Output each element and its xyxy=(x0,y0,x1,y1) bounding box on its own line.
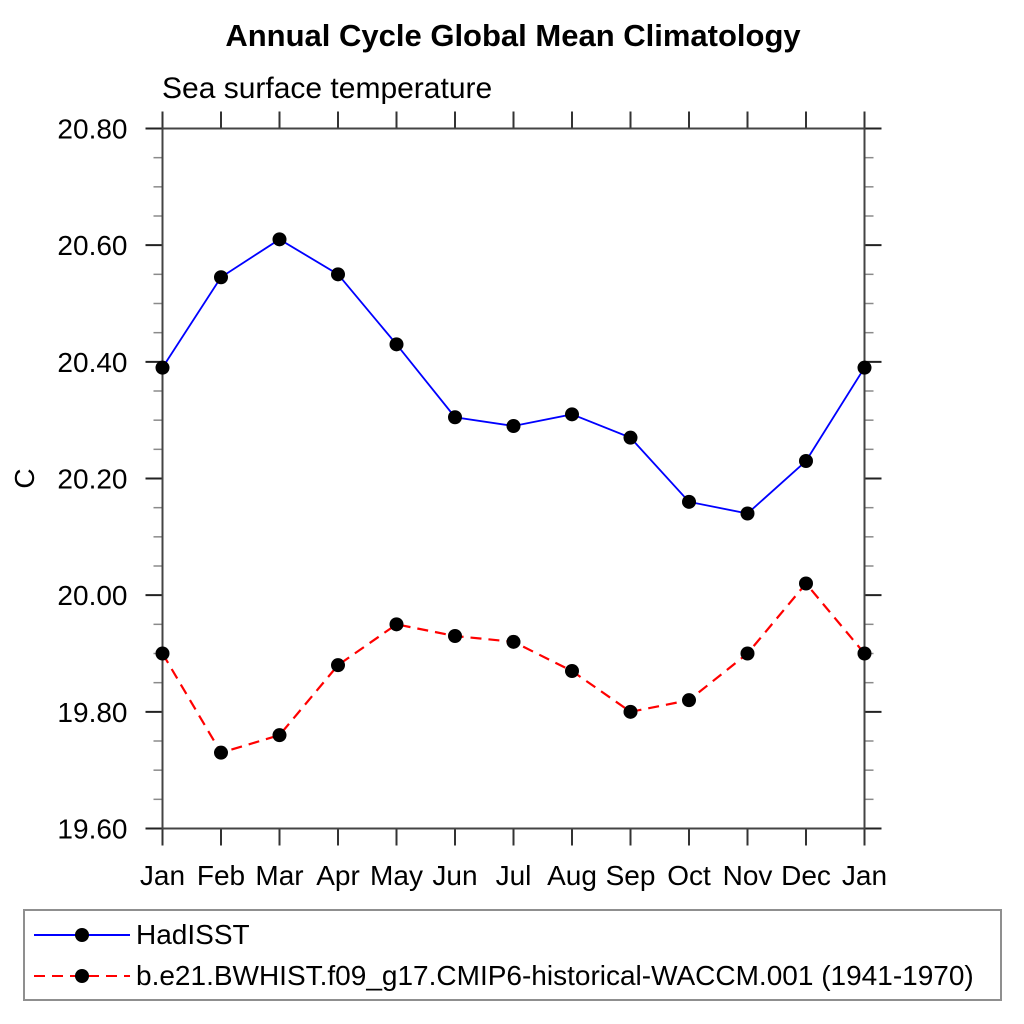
data-point-marker xyxy=(623,704,638,719)
chart-subtitle: Sea surface temperature xyxy=(162,72,492,105)
month-label: Jun xyxy=(432,860,477,891)
data-point-marker xyxy=(272,728,287,743)
y-tick-label: 20.80 xyxy=(57,114,127,145)
chart-title: Annual Cycle Global Mean Climatology xyxy=(225,18,801,53)
data-point-marker xyxy=(155,360,170,375)
data-point-marker xyxy=(331,267,345,282)
y-tick-label: 20.40 xyxy=(57,347,127,378)
data-point-marker xyxy=(857,646,872,661)
data-point-marker xyxy=(740,646,755,661)
data-point-marker xyxy=(682,693,696,708)
legend-label-hadisst: HadISST xyxy=(136,918,250,950)
data-point-marker xyxy=(448,629,462,643)
month-label: Oct xyxy=(667,860,711,891)
data-point-marker xyxy=(389,617,404,632)
data-point-marker xyxy=(214,270,228,285)
legend-line-sample-dashed-icon xyxy=(34,968,130,983)
month-label: Nov xyxy=(723,860,773,891)
y-tick-label: 20.60 xyxy=(57,230,127,261)
month-label: Apr xyxy=(316,860,360,891)
legend-marker-icon xyxy=(75,968,89,983)
data-point-marker xyxy=(331,658,345,673)
data-point-marker xyxy=(799,454,813,468)
month-label: Feb xyxy=(197,860,245,891)
data-point-marker xyxy=(857,360,872,375)
data-point-marker xyxy=(682,494,696,509)
month-label: Sep xyxy=(606,860,656,891)
series-line-hadisst xyxy=(161,238,866,515)
data-point-marker xyxy=(506,419,521,433)
data-point-marker xyxy=(799,576,813,591)
data-point-marker xyxy=(448,410,462,425)
series-line-waccm xyxy=(161,581,866,754)
data-point-marker xyxy=(623,430,638,445)
legend-marker-icon xyxy=(75,927,89,942)
data-point-marker xyxy=(272,232,287,247)
data-point-marker xyxy=(565,407,579,422)
data-point-marker xyxy=(740,506,755,521)
y-tick-label: 19.60 xyxy=(57,814,127,845)
data-point-marker xyxy=(155,646,170,661)
month-label: Mar xyxy=(255,860,303,891)
legend: HadISST b.e21.BWHIST.f09_g17.CMIP6-histo… xyxy=(23,909,1002,1001)
y-tick-label: 19.80 xyxy=(57,697,127,728)
y-tick-label: 20.20 xyxy=(57,464,127,495)
legend-label-waccm: b.e21.BWHIST.f09_g17.CMIP6-historical-WA… xyxy=(136,959,974,991)
plot-area: 19.60 19.80 20.00 20.20 20.40 20.60 20.80 Jan Fe… xyxy=(57,111,887,891)
y-tick-label: 20.00 xyxy=(57,580,127,611)
data-point-marker xyxy=(565,664,579,678)
legend-item-hadisst: HadISST xyxy=(32,914,1000,955)
data-point-marker xyxy=(214,745,228,760)
month-label: May xyxy=(370,860,423,891)
month-label: Jan xyxy=(842,860,887,891)
legend-item-waccm: b.e21.BWHIST.f09_g17.CMIP6-historical-WA… xyxy=(32,955,1000,996)
data-point-marker xyxy=(389,337,404,352)
month-label: Jul xyxy=(496,860,532,891)
month-label: Aug xyxy=(547,860,597,891)
month-label: Dec xyxy=(781,860,831,891)
y-axis-label: C xyxy=(9,468,40,488)
legend-line-sample-solid-icon xyxy=(34,927,130,942)
data-point-marker xyxy=(506,634,521,649)
plot-frame xyxy=(161,127,866,830)
month-label: Jan xyxy=(140,860,185,891)
